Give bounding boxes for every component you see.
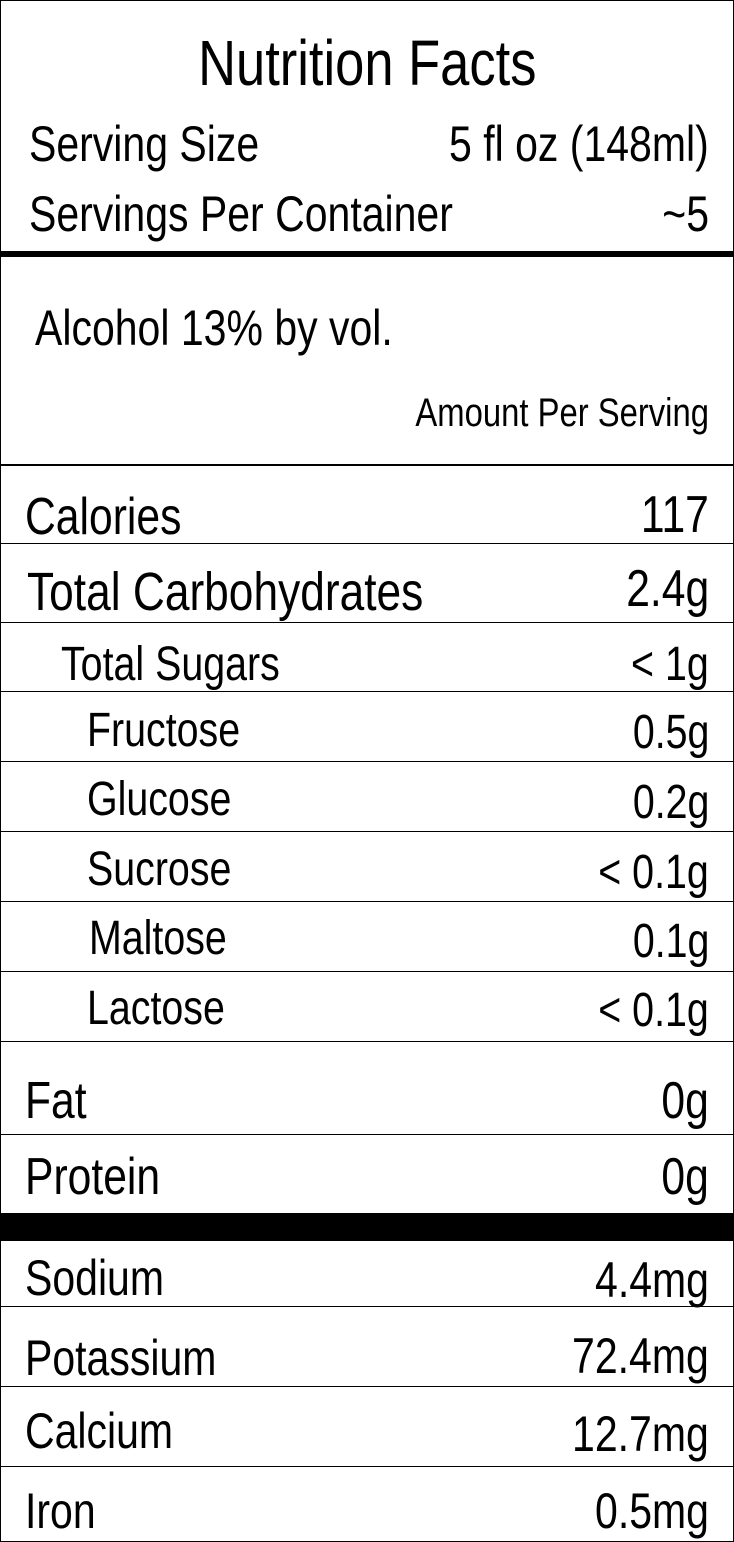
row-value-fat: 0g [661,1072,709,1130]
row-value-potassium: 72.4mg [572,1328,709,1384]
label-title: Nutrition Facts [1,31,733,95]
row-value-sucrose: < 0.1g [598,846,709,899]
row-value-protein: 0g [661,1148,709,1206]
row-value-sodium: 4.4mg [595,1252,709,1308]
row-label-maltose: Maltose [89,912,227,965]
row-value-iron: 0.5mg [595,1483,709,1539]
row-label-fructose: Fructose [87,704,241,757]
row-value-calcium: 12.7mg [572,1406,709,1462]
divider [1,622,733,623]
row-label-calories: Calories [25,488,182,546]
divider [1,761,733,762]
thick-bar [1,1213,733,1241]
row-label-protein: Protein [25,1148,161,1206]
servings-per-container-value: ~5 [662,186,709,242]
row-value-lactose: < 0.1g [598,984,709,1037]
row-label-fat: Fat [25,1072,87,1130]
row-label-sucrose: Sucrose [87,843,232,896]
divider [1,543,733,544]
divider [1,1306,733,1307]
divider [1,464,733,466]
row-value-glucose: 0.2g [632,776,709,829]
row-value-total-carbohydrates: 2.4g [626,560,709,618]
alcohol-content: Alcohol 13% by vol. [35,300,393,356]
divider [1,691,733,692]
thick-divider [1,251,733,257]
row-label-total-sugars: Total Sugars [61,638,280,691]
amount-per-serving: Amount Per Serving [415,391,709,435]
servings-per-container-label: Servings Per Container [29,186,453,242]
row-label-sodium: Sodium [25,1250,165,1306]
row-label-total-carbohydrates: Total Carbohydrates [27,562,424,622]
divider [1,831,733,832]
row-value-total-sugars: < 1g [631,638,709,691]
title-text: Nutrition Facts [197,27,537,99]
divider [1,901,733,902]
row-value-fructose: 0.5g [632,706,709,759]
row-value-maltose: 0.1g [632,915,709,968]
row-label-calcium: Calcium [25,1403,174,1459]
row-label-lactose: Lactose [87,982,225,1035]
row-label-glucose: Glucose [87,773,232,826]
serving-size-value: 5 fl oz (148ml) [449,116,709,172]
serving-size-label: Serving Size [29,116,260,172]
row-label-iron: Iron [25,1483,96,1539]
row-value-calories: 117 [641,486,709,544]
divider [1,971,733,972]
divider [1,1134,733,1135]
divider [1,1386,733,1387]
divider [1,1041,733,1042]
divider [1,1466,733,1467]
row-label-potassium: Potassium [25,1330,217,1386]
